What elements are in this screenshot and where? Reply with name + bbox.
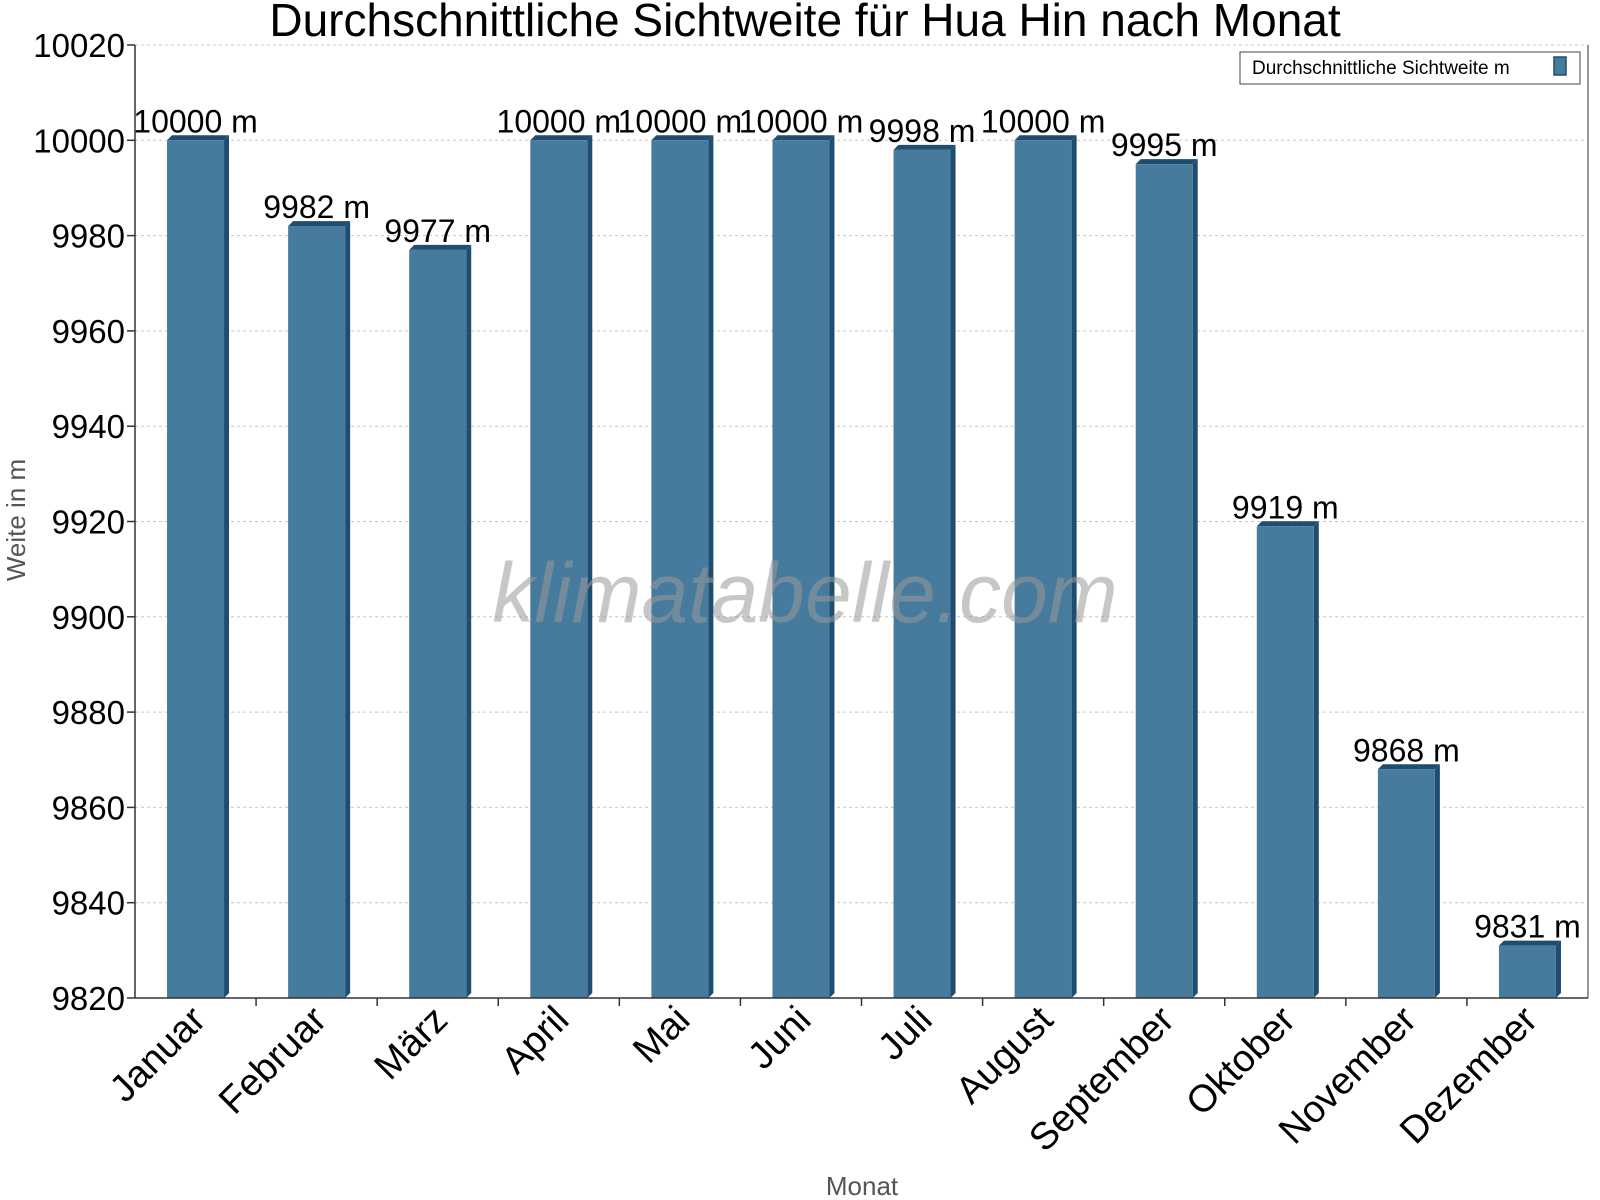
value-label: 9998 m (869, 113, 976, 149)
bar-front (893, 149, 951, 998)
bar-top (651, 135, 714, 141)
bar-side (1071, 135, 1077, 999)
bars (167, 135, 1561, 999)
bar-top (772, 135, 835, 141)
bar-mai (651, 135, 714, 999)
bar-top (1498, 940, 1561, 946)
watermark-text: klimatabelle.com (492, 546, 1118, 640)
bar-side (1313, 521, 1319, 998)
x-axis-title: Monat (826, 1171, 899, 1200)
bar-juni (772, 135, 835, 999)
bar-side (1192, 159, 1198, 998)
x-tick-label: März (367, 999, 456, 1088)
y-tick-label: 9900 (52, 599, 125, 636)
x-tick-label: Juli (870, 999, 940, 1069)
bar-side (466, 244, 472, 998)
bar-top (409, 244, 472, 250)
value-label: 9995 m (1111, 127, 1218, 163)
value-label: 9982 m (263, 189, 370, 225)
bar-top (167, 135, 230, 141)
value-label: 9868 m (1353, 732, 1460, 768)
bar-side (708, 135, 714, 999)
bar-top (288, 221, 351, 227)
bar-front (1498, 945, 1556, 998)
bar-front (1014, 140, 1072, 999)
bar-side (345, 221, 351, 998)
y-tick-label: 10020 (33, 27, 125, 64)
bar-front (651, 140, 709, 999)
y-tick-labels: 9820 9840 9860 9880 9900 9920 9940 9960 9980 1000… (33, 27, 135, 1017)
x-tick-label: Oktober (1178, 998, 1304, 1124)
bar-top (1256, 521, 1319, 527)
bar-top (530, 135, 593, 141)
y-tick-label: 9940 (52, 408, 125, 445)
bar-top (1377, 764, 1440, 770)
value-label: 10000 m (739, 103, 864, 139)
legend-swatch (1553, 56, 1567, 76)
legend-label: Durchschnittliche Sichtweite m (1252, 58, 1510, 79)
value-label: 9919 m (1232, 489, 1339, 525)
bar-front (167, 140, 225, 999)
y-axis-title: Weite in m (1, 459, 31, 581)
bar-september (1135, 159, 1198, 998)
bar-top (1014, 135, 1077, 141)
grid-lines (135, 44, 1588, 904)
value-label: 9977 m (384, 213, 491, 249)
bar-side (587, 135, 593, 999)
x-tick-label: August (948, 998, 1062, 1112)
bar-februar (288, 221, 351, 998)
y-tick-label: 9920 (52, 504, 125, 541)
y-tick-label: 9960 (52, 313, 125, 350)
bar-november (1377, 764, 1440, 998)
bar-side (950, 144, 956, 998)
x-tick-label: Juni (740, 999, 819, 1078)
chart-title: Durchschnittliche Sichtweite für Hua Hin… (269, 0, 1340, 46)
bar-dezember (1498, 940, 1561, 998)
bar-oktober (1256, 521, 1319, 998)
bar-side (829, 135, 835, 999)
bar-april (530, 135, 593, 999)
value-label: 10000 m (133, 103, 258, 139)
bar-front (288, 226, 346, 998)
y-tick-label: 9860 (52, 789, 125, 826)
value-label: 9831 m (1474, 909, 1581, 945)
x-tick-label: Mai (625, 999, 698, 1072)
bar-märz (409, 244, 472, 998)
y-tick-label: 9820 (52, 980, 125, 1017)
bar-front (1256, 526, 1314, 998)
y-tick-label: 9980 (52, 218, 125, 255)
value-label: 10000 m (981, 103, 1106, 139)
value-label: 10000 m (497, 103, 622, 139)
bar-side (224, 135, 230, 999)
x-tick-label: Februar (211, 998, 335, 1122)
y-tick-label: 9840 (52, 885, 125, 922)
bar-top (893, 144, 956, 150)
y-tick-label: 9880 (52, 694, 125, 731)
bar-front (530, 140, 588, 999)
bar-august (1014, 135, 1077, 999)
y-tick-label: 10000 (33, 122, 125, 159)
bar-januar (167, 135, 230, 999)
bar-side (1434, 764, 1440, 998)
bar-juli (893, 144, 956, 998)
legend-box (1239, 51, 1581, 85)
x-tick-label: April (494, 999, 577, 1082)
value-label: 10000 m (618, 103, 743, 139)
bar-front (409, 249, 467, 998)
bar-front (772, 140, 830, 999)
bar-front (1377, 769, 1435, 998)
bar-top (1135, 159, 1198, 165)
bar-side (1555, 940, 1561, 998)
bar-front (1135, 164, 1193, 998)
legend: Durchschnittliche Sichtweite m (1239, 51, 1581, 85)
